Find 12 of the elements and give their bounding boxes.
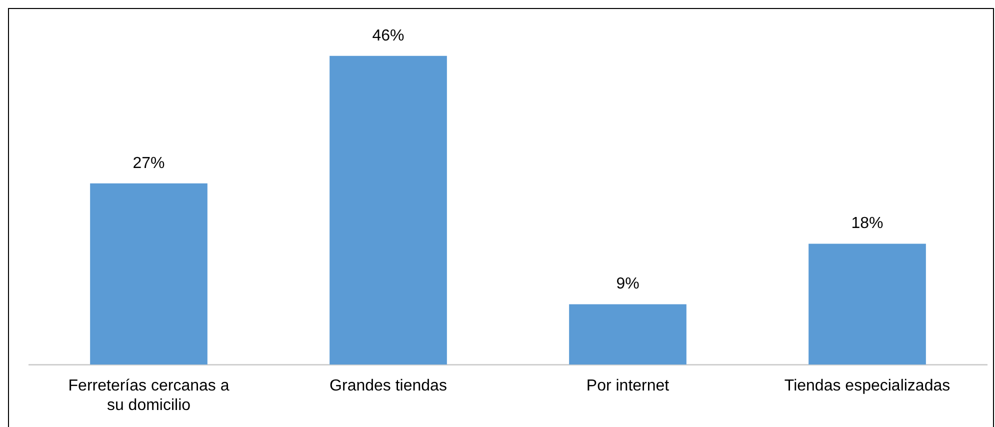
bar	[569, 304, 686, 365]
data-label: 46%	[372, 27, 404, 44]
x-tick-label: Grandes tiendas	[330, 378, 447, 395]
data-label: 18%	[851, 215, 884, 232]
data-label: 27%	[132, 154, 165, 172]
bar	[90, 183, 208, 365]
data-label: 9%	[616, 276, 640, 293]
x-tick-label: Por internet	[586, 378, 670, 395]
x-tick-label: Tiendas especializadas	[784, 378, 950, 395]
bar	[808, 244, 926, 365]
x-tick-label: Ferreterías cercanas a su domicilio	[68, 378, 230, 414]
bar	[330, 56, 447, 365]
